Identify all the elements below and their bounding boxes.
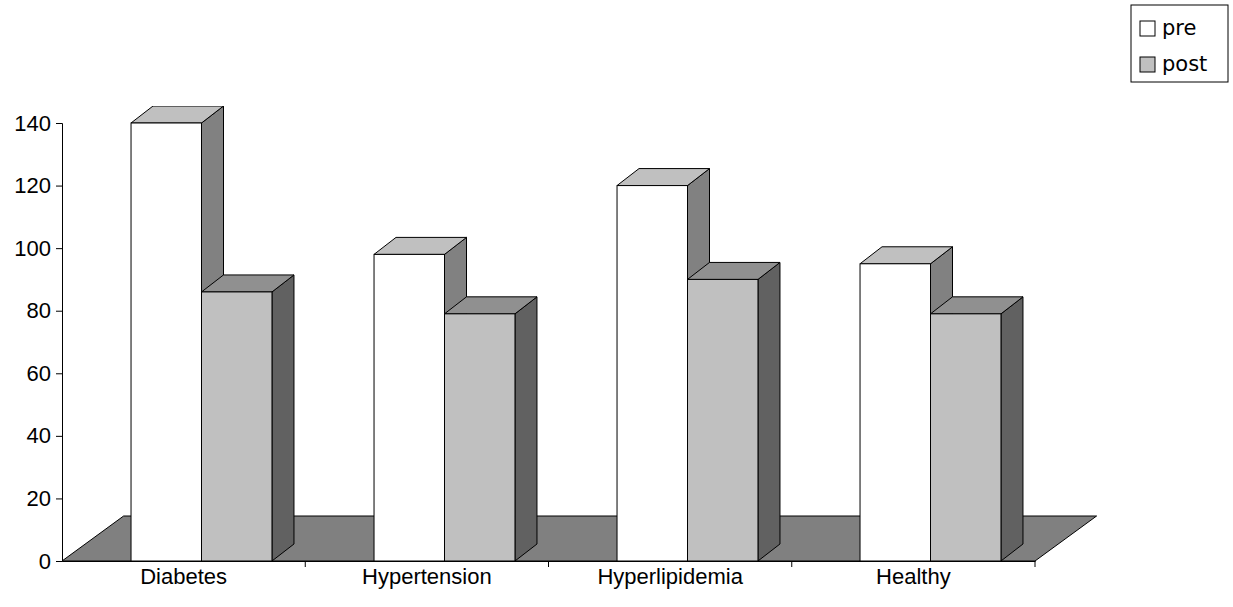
bar-side [515, 297, 537, 561]
y-tick-label: 0 [39, 549, 51, 574]
y-tick: 80 [27, 298, 62, 323]
bar-side [1001, 297, 1023, 561]
category-separator [548, 561, 549, 567]
x-tick-label: Hypertension [362, 564, 492, 589]
bar-top [617, 169, 709, 186]
bar [374, 254, 444, 561]
legend-label: pre [1162, 16, 1196, 40]
y-tick-mark [56, 311, 62, 312]
x-tick: Hyperlipidemia [597, 561, 743, 589]
category-separator [791, 561, 792, 567]
x-axis: Diabetes Hypertension Hyperlipidemia Health… [63, 561, 1036, 589]
y-tick-mark [56, 436, 62, 437]
bar-side [272, 275, 294, 561]
y-tick-label: 100 [14, 236, 51, 261]
x-tick: Hypertension [362, 561, 492, 589]
legend-swatch [1140, 21, 1155, 36]
bar-side [758, 262, 780, 561]
y-tick: 100 [14, 236, 62, 261]
y-axis-line [56, 124, 63, 562]
y-tick-label: 140 [14, 111, 51, 136]
y-tick: 0 [39, 549, 62, 574]
y-axis: 0 20 40 60 80 100 120 140 [14, 111, 62, 574]
y-tick-label: 20 [27, 486, 51, 511]
x-tick: Healthy [876, 561, 951, 589]
chart: 0 20 40 60 80 100 120 140 Diabetes Hypertension Hy… [0, 0, 1233, 607]
y-tick-label: 60 [27, 361, 51, 386]
x-tick: Diabetes [140, 561, 227, 589]
bar-top [860, 247, 952, 264]
legend-swatch [1140, 57, 1155, 72]
bar-top [202, 275, 294, 292]
plot-area [131, 106, 1023, 561]
bar [617, 186, 687, 561]
bar [131, 123, 201, 561]
y-tick: 120 [14, 173, 62, 198]
y-tick-mark [56, 248, 62, 249]
x-tick-label: Diabetes [140, 564, 227, 589]
y-tick: 140 [14, 111, 62, 136]
bar-top [445, 297, 537, 314]
bar-top [688, 262, 780, 279]
bar [931, 314, 1001, 561]
y-tick-mark [56, 123, 62, 124]
bar [202, 292, 272, 561]
bar-top [931, 297, 1023, 314]
x-tick-label: Healthy [876, 564, 951, 589]
y-tick-mark [56, 498, 62, 499]
y-tick-mark [56, 186, 62, 187]
bar-group [202, 275, 294, 561]
legend-label: post [1162, 52, 1207, 76]
bar [860, 264, 930, 561]
y-tick: 40 [27, 423, 62, 448]
bar-top [131, 106, 223, 123]
y-tick-label: 120 [14, 173, 51, 198]
y-tick-label: 40 [27, 423, 51, 448]
category-separator [1035, 561, 1036, 567]
bar [445, 314, 515, 561]
bar-group [445, 297, 537, 561]
bar [688, 279, 758, 561]
bar-top [374, 237, 466, 254]
y-tick: 60 [27, 361, 62, 386]
y-tick: 20 [27, 486, 62, 511]
y-tick-label: 80 [27, 298, 51, 323]
category-separator [305, 561, 306, 567]
bar-group [931, 297, 1023, 561]
legend-box [1131, 5, 1228, 82]
x-tick-label: Hyperlipidemia [597, 564, 743, 589]
y-tick-mark [56, 373, 62, 374]
bar-group [688, 262, 780, 561]
legend: pre post [1131, 5, 1228, 82]
y-tick-mark [56, 561, 62, 562]
